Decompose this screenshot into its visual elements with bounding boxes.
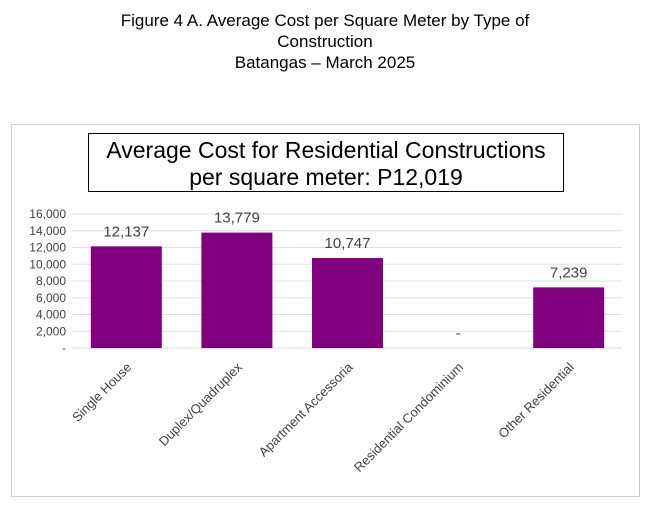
chart-title-line-1: Average Cost for Residential Constructio… xyxy=(106,137,546,163)
y-tick-label: 8,000 xyxy=(36,274,66,288)
figure-title-line-2: Construction xyxy=(277,32,373,51)
figure-title: Figure 4 A. Average Cost per Square Mete… xyxy=(0,10,650,73)
data-label: - xyxy=(456,325,461,342)
category-label: Other Residential xyxy=(495,359,577,441)
bar xyxy=(90,246,162,348)
y-tick-label: 14,000 xyxy=(29,224,66,238)
data-label: 12,137 xyxy=(103,223,149,240)
data-label: 7,239 xyxy=(550,264,588,281)
figure-title-line-3: Batangas – March 2025 xyxy=(234,53,416,72)
y-tick-label: 2,000 xyxy=(36,324,66,338)
y-tick-label: 10,000 xyxy=(29,257,66,271)
category-label: Single House xyxy=(69,360,134,425)
y-tick-label: 6,000 xyxy=(36,291,66,305)
y-tick-label: 16,000 xyxy=(29,207,66,221)
data-labels: 12,137 13,779 10,747 - 7,239 xyxy=(103,210,587,342)
chart-title-box: Average Cost for Residential Constructio… xyxy=(88,133,564,192)
data-label: 13,779 xyxy=(214,210,260,227)
category-label: Apartment Accessoria xyxy=(256,359,357,460)
category-label: Duplex/Quadruplex xyxy=(156,359,246,449)
y-tick-label: 4,000 xyxy=(36,308,66,322)
figure-title-line-1: Figure 4 A. Average Cost per Square Mete… xyxy=(120,11,530,30)
x-axis-categories: Single House Duplex/Quadruplex Apartment A… xyxy=(69,359,577,475)
y-tick-label: 12,000 xyxy=(29,241,66,255)
y-tick-label: - xyxy=(62,341,66,355)
category-label: Residential Condominium xyxy=(351,360,466,475)
chart-frame xyxy=(11,124,640,497)
y-axis-ticks: - 2,000 4,000 6,000 8,000 10,000 12,000 14,000 1… xyxy=(29,207,66,355)
bar xyxy=(201,232,273,348)
bar xyxy=(312,257,383,348)
data-label: 10,747 xyxy=(325,235,371,252)
bar xyxy=(533,287,605,348)
bars xyxy=(90,232,605,348)
chart-title-line-2: per square meter: P12,019 xyxy=(189,164,463,190)
